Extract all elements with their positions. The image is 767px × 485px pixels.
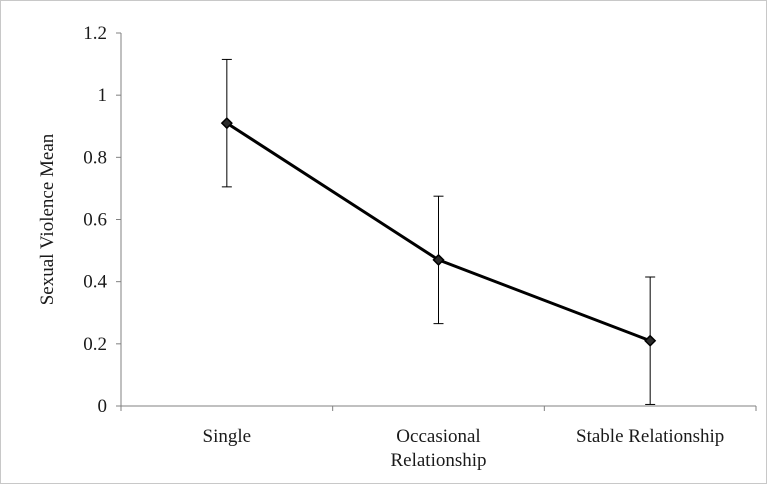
y-tick-label: 1 <box>98 85 108 106</box>
axes <box>116 32 757 411</box>
y-tick-label: 1.2 <box>83 23 107 44</box>
y-tick-label: 0.2 <box>83 334 107 355</box>
data-point <box>220 117 233 130</box>
y-tick-label: 0.6 <box>83 210 107 231</box>
series-group <box>220 117 657 347</box>
y-tick-label: 0.8 <box>83 147 107 168</box>
x-tick-label: Stable Relationship <box>576 426 724 447</box>
x-tick-label: Single <box>203 426 252 447</box>
error-bars <box>221 58 656 405</box>
y-tick-label: 0 <box>98 396 108 417</box>
x-tick-label: Occasional Relationship <box>390 426 486 471</box>
data-point <box>432 253 445 266</box>
data-point <box>644 334 657 347</box>
labels: 0 0.2 0.4 0.6 0.8 1 1.2 Single Occasional Relatio… <box>37 23 724 471</box>
y-axis-title: Sexual Violence Mean <box>37 133 58 305</box>
y-tick-label: 0.4 <box>83 272 107 293</box>
